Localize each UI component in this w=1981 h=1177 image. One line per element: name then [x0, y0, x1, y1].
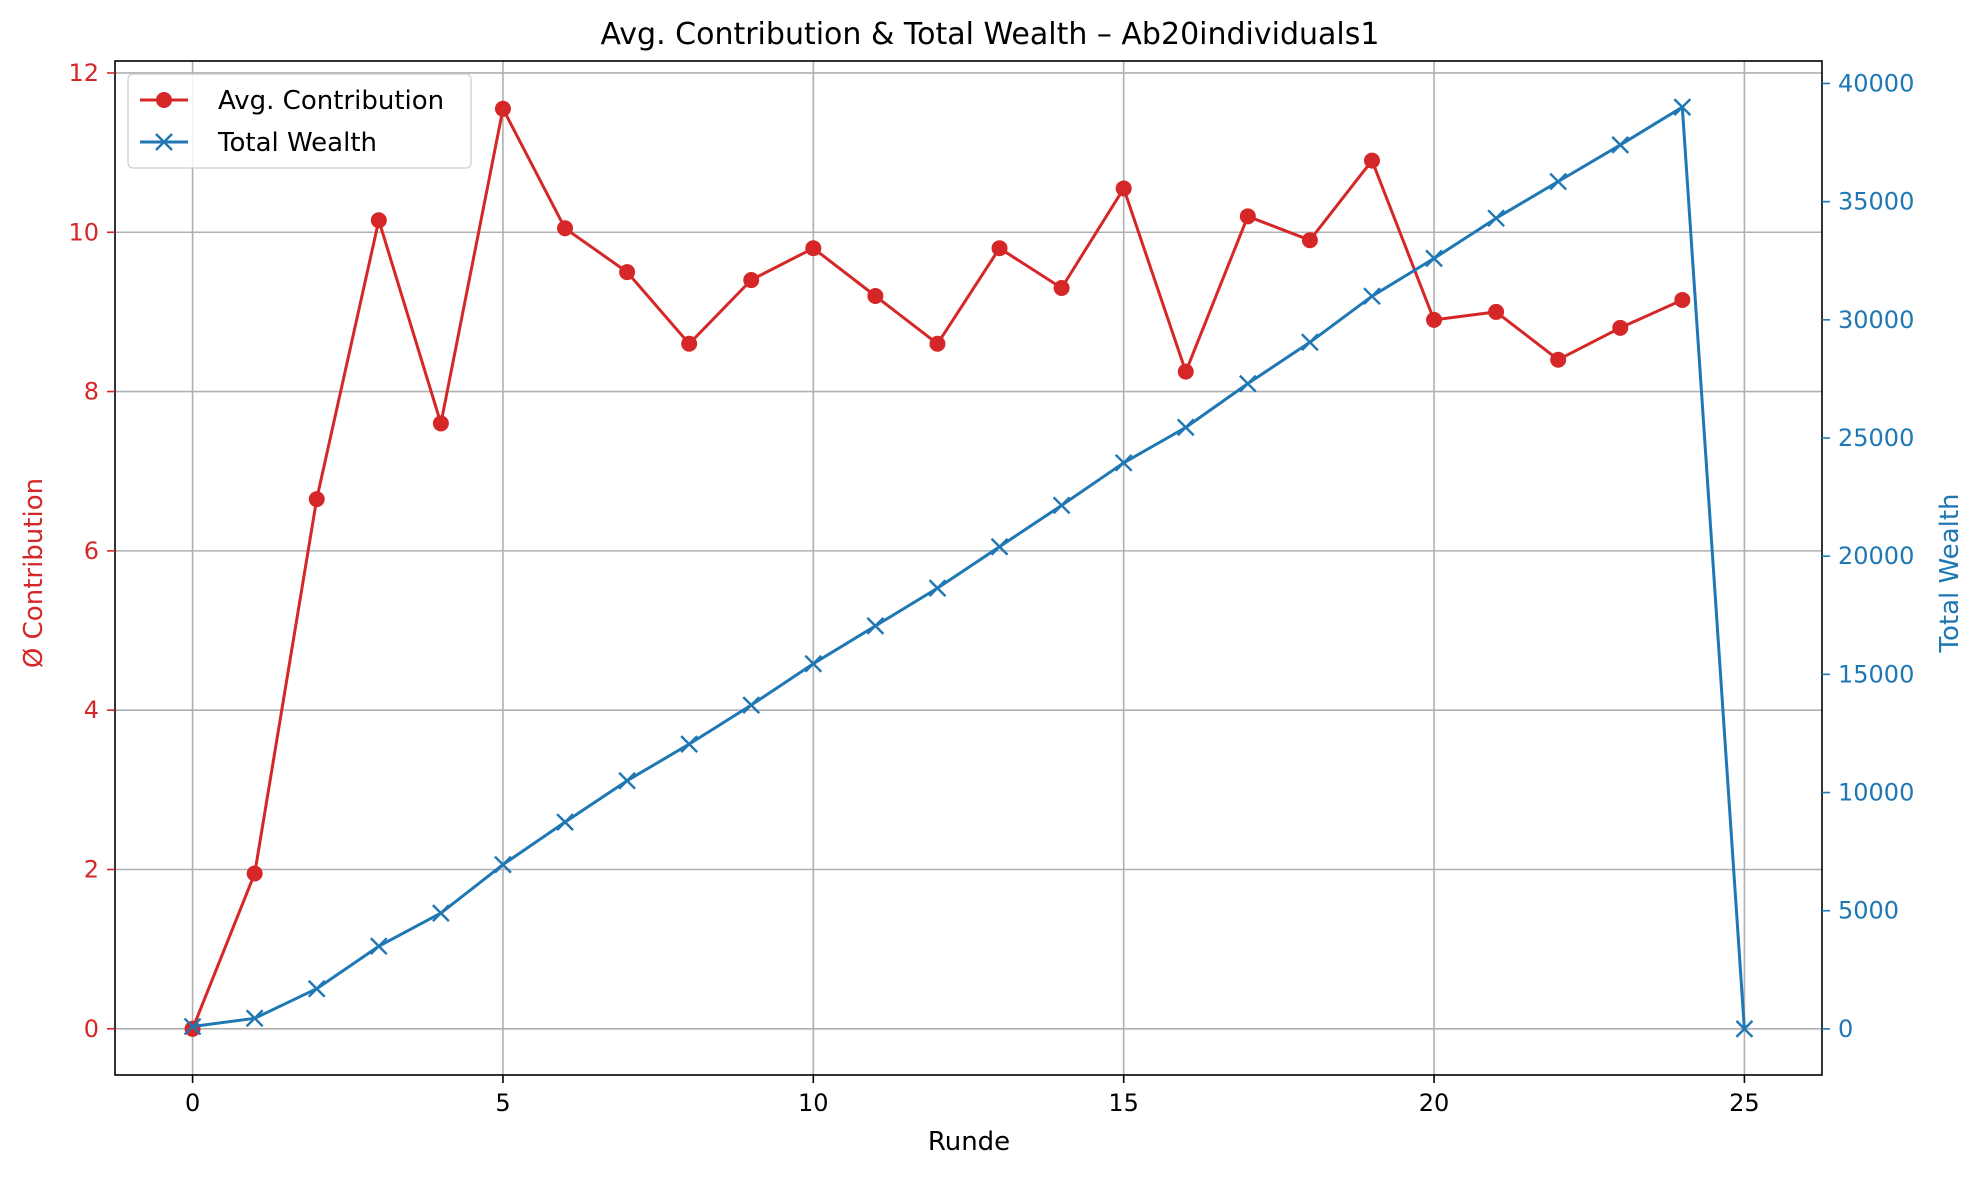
contribution-point [619, 264, 636, 281]
wealth-point [1238, 374, 1257, 393]
contribution-point [1053, 280, 1070, 297]
right-y-tick-label: 30000 [1838, 306, 1914, 334]
right-y-tick-label: 20000 [1838, 542, 1914, 570]
contribution-point [1612, 319, 1629, 336]
wealth-point [1301, 333, 1319, 352]
contribution-point [184, 1020, 201, 1037]
wealth-point [307, 979, 326, 998]
left-y-tick-label: 8 [84, 378, 99, 406]
wealth-point [1176, 418, 1195, 437]
wealth-point [1549, 172, 1568, 191]
contribution-point [1239, 208, 1256, 225]
wealth-point [556, 813, 574, 831]
right-y-tick-label: 5000 [1838, 897, 1899, 925]
x-axis-title: Runde [928, 1127, 1010, 1157]
legend-label-contribution: Avg. Contribution [218, 86, 444, 116]
wealth-point [1673, 98, 1692, 116]
wealth-line [192, 105, 1746, 1030]
contribution-point [370, 212, 387, 229]
plot-frame [114, 60, 1823, 1076]
wealth-point [1487, 209, 1505, 228]
left-y-tick-label: 10 [68, 218, 99, 246]
wealth-point [928, 579, 947, 597]
wealth-point [680, 735, 699, 753]
wealth-point [432, 904, 450, 922]
wealth-point [1611, 136, 1630, 154]
contribution-point [805, 240, 822, 257]
contribution-point [991, 240, 1008, 257]
contribution-point [929, 335, 946, 352]
contribution-point [1363, 152, 1380, 169]
right-y-axis-title: Total Wealth [1935, 494, 1965, 654]
contribution-point [1426, 311, 1443, 328]
right-y-tick-label: 35000 [1838, 188, 1914, 216]
chart-title: Avg. Contribution & Total Wealth – Ab20i… [601, 17, 1380, 52]
contribution-point [1488, 303, 1505, 320]
wealth-point [742, 696, 761, 714]
x-tick-label: 10 [798, 1089, 829, 1117]
wealth-point [1114, 453, 1133, 472]
x-tick-label: 25 [1729, 1089, 1760, 1117]
series-layer [183, 98, 1754, 1038]
right-y-tick-label: 10000 [1838, 779, 1914, 807]
left-y-tick-label: 12 [68, 59, 99, 87]
axes-layer: 0 5 10 15 20 25 0 2 4 6 8 10 12 0 5000 10000 15000 20000 2… [68, 59, 1914, 1117]
contribution-point [1177, 363, 1194, 380]
right-y-tick-label: 40000 [1838, 69, 1914, 97]
left-y-tick-label: 6 [84, 537, 99, 565]
right-y-tick-label: 25000 [1838, 424, 1914, 452]
wealth-point [1425, 249, 1443, 268]
contribution-point [432, 415, 449, 432]
wealth-point [990, 537, 1009, 556]
contribution-point [1674, 291, 1691, 308]
contribution-point [308, 491, 325, 508]
wealth-point [618, 771, 636, 790]
x-tick-label: 0 [185, 1089, 200, 1117]
contribution-point [681, 335, 698, 352]
right-y-tick-label: 0 [1838, 1015, 1853, 1043]
legend: Avg. Contribution Total Wealth [127, 73, 472, 169]
left-y-tick-label: 0 [84, 1015, 99, 1043]
wealth-point [804, 654, 823, 673]
contribution-point [1301, 232, 1318, 249]
legend-marker-wealth [155, 133, 173, 151]
contribution-point [1115, 180, 1132, 197]
grid [115, 61, 1822, 1075]
x-tick-label: 15 [1108, 1089, 1139, 1117]
contribution-point [494, 100, 511, 117]
wealth-point [245, 1009, 264, 1028]
left-y-tick-label: 2 [84, 855, 99, 883]
left-y-tick-label: 4 [84, 696, 99, 724]
contribution-point [1550, 351, 1567, 368]
wealth-point [1363, 287, 1381, 306]
x-tick-label: 5 [495, 1089, 510, 1117]
contribution-point [743, 272, 760, 289]
contribution-point [867, 287, 884, 304]
wealth-point [369, 937, 388, 956]
wealth-point [1052, 496, 1071, 515]
x-tick-label: 20 [1419, 1089, 1450, 1117]
legend-label-wealth: Total Wealth [217, 128, 377, 158]
wealth-point [1735, 1020, 1754, 1038]
wealth-point [866, 617, 885, 635]
contribution-point [557, 220, 574, 237]
wealth-point [494, 855, 512, 874]
left-y-axis-title: Ø Contribution [19, 478, 49, 668]
legend-marker-contribution [156, 92, 172, 108]
legend-frame [127, 73, 472, 169]
wealth-point [183, 1017, 202, 1036]
right-y-tick-label: 15000 [1838, 660, 1914, 688]
contribution-point [246, 865, 263, 882]
